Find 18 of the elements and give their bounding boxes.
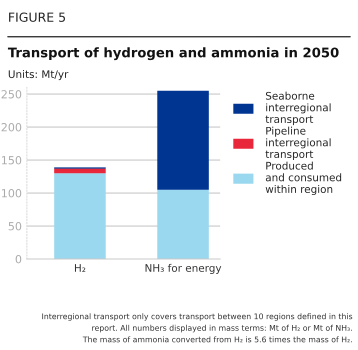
legend-label: Produced and consumed within region — [266, 162, 342, 196]
x-tick-label: H₂ — [74, 264, 86, 272]
y-tick-label: 100 — [2, 189, 22, 198]
bar — [157, 190, 209, 259]
bar — [157, 90, 209, 190]
y-tick-label: 50 — [8, 222, 22, 230]
y-tick-label: 200 — [2, 123, 22, 132]
y-tick-label: 150 — [2, 156, 22, 164]
bar — [54, 173, 106, 259]
x-tick-label: NH₃ for energy — [146, 264, 222, 274]
chart-title: Transport of hydrogen and ammonia in 2050 — [8, 47, 339, 60]
legend-label: Pipeline interregional transport — [266, 126, 331, 160]
caption: FIGURE 5 — [9, 12, 66, 22]
chart-subtitle: Units: Mt/yr — [8, 70, 68, 80]
y-tick-label: 250 — [2, 90, 22, 98]
legend-label: Seaborne interregional transport — [266, 92, 331, 126]
y-tick-label: 0 — [16, 254, 22, 264]
bar — [54, 168, 106, 174]
